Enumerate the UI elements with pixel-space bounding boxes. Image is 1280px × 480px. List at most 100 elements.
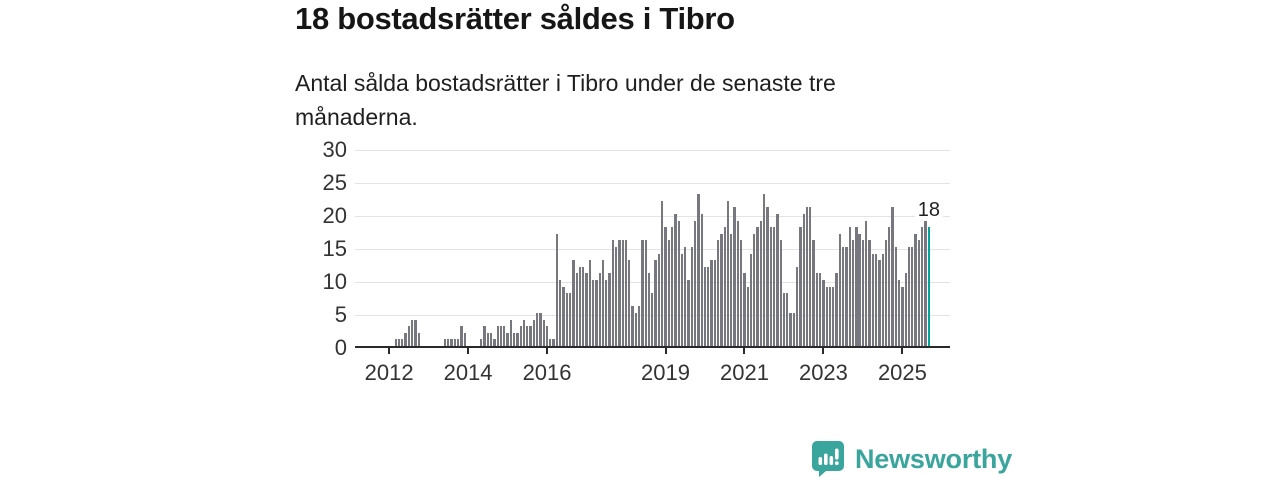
bar — [667, 240, 670, 346]
bar — [634, 313, 638, 346]
bar — [845, 247, 848, 346]
bar — [684, 247, 687, 346]
bar — [559, 280, 562, 346]
x-axis-tick-label: 2023 — [798, 360, 848, 385]
bar — [736, 220, 740, 346]
bar — [414, 319, 417, 346]
bar — [802, 214, 805, 346]
bar — [450, 339, 453, 346]
bar-chart-plot-area: 0 5 10 15 20 25 30 2012 2014 2016 2019 2021 2023 2025… — [323, 138, 950, 385]
bar — [611, 240, 614, 346]
bar — [499, 326, 503, 346]
gridline — [355, 282, 950, 283]
bar — [638, 306, 641, 346]
bar — [723, 227, 726, 346]
bar — [397, 339, 401, 346]
newsworthy-logo-icon — [810, 440, 846, 478]
bar — [693, 220, 697, 346]
bar — [819, 273, 822, 346]
bar — [578, 266, 582, 346]
bar — [601, 260, 605, 346]
bar — [713, 260, 716, 346]
bar — [740, 240, 743, 346]
gridline — [355, 150, 950, 151]
gridline — [355, 183, 950, 184]
x-axis-tick — [388, 348, 391, 354]
bar — [749, 253, 753, 346]
bar — [726, 200, 730, 346]
bar — [680, 253, 684, 346]
x-axis-tick — [743, 348, 746, 354]
y-axis-tick-label: 5 — [334, 302, 347, 327]
x-axis-tick — [664, 348, 667, 354]
bar — [871, 253, 874, 346]
bar — [562, 286, 565, 346]
bar — [881, 253, 884, 346]
bar — [572, 260, 575, 346]
bar — [565, 293, 568, 346]
bar — [815, 273, 819, 346]
gridline — [355, 216, 950, 217]
bar — [874, 253, 878, 346]
bar — [555, 233, 559, 346]
bar — [410, 319, 414, 346]
gridline — [355, 249, 950, 250]
bar — [401, 339, 404, 346]
bar — [861, 240, 865, 346]
bar — [809, 207, 812, 346]
bar — [822, 280, 825, 346]
bar — [766, 207, 769, 346]
bar — [825, 286, 828, 346]
bar — [532, 319, 536, 346]
bar — [835, 273, 838, 346]
bar — [657, 253, 661, 346]
bar — [848, 227, 851, 346]
bar — [480, 339, 483, 346]
x-axis-tick-label: 2014 — [443, 360, 493, 385]
bar — [897, 280, 901, 346]
bar — [700, 214, 703, 346]
bar — [776, 214, 779, 346]
bar — [891, 207, 894, 346]
bar — [855, 227, 858, 346]
bar — [598, 273, 601, 346]
bar — [901, 286, 904, 346]
bar — [690, 247, 693, 346]
bar — [670, 227, 674, 346]
bar — [812, 240, 815, 346]
bar — [753, 233, 756, 346]
bar — [914, 233, 917, 346]
bar — [595, 280, 598, 346]
bar — [552, 339, 555, 346]
bar — [539, 313, 542, 346]
bar — [838, 233, 842, 346]
bar — [795, 266, 799, 346]
y-axis-tick-label: 15 — [322, 236, 347, 261]
bar — [647, 273, 651, 346]
y-axis-tick-label: 20 — [322, 203, 347, 228]
bar — [878, 260, 881, 346]
bar — [733, 207, 736, 346]
bar — [489, 332, 493, 346]
bar — [884, 240, 888, 346]
bar — [779, 240, 782, 346]
bar — [799, 227, 802, 346]
bar — [651, 293, 654, 346]
bar — [917, 240, 921, 346]
bar — [730, 233, 733, 346]
bar — [786, 293, 789, 346]
x-axis-tick-label: 2021 — [719, 360, 769, 385]
bar — [503, 326, 506, 346]
bar — [703, 266, 707, 346]
bar — [782, 293, 786, 346]
bar — [842, 247, 845, 346]
bar — [486, 332, 489, 346]
bar — [608, 273, 611, 346]
bar — [769, 227, 772, 346]
x-axis-tick — [546, 348, 549, 354]
bar — [516, 332, 519, 346]
bar — [911, 247, 914, 346]
bar — [519, 326, 522, 346]
bar — [763, 194, 766, 346]
bar — [483, 326, 486, 346]
